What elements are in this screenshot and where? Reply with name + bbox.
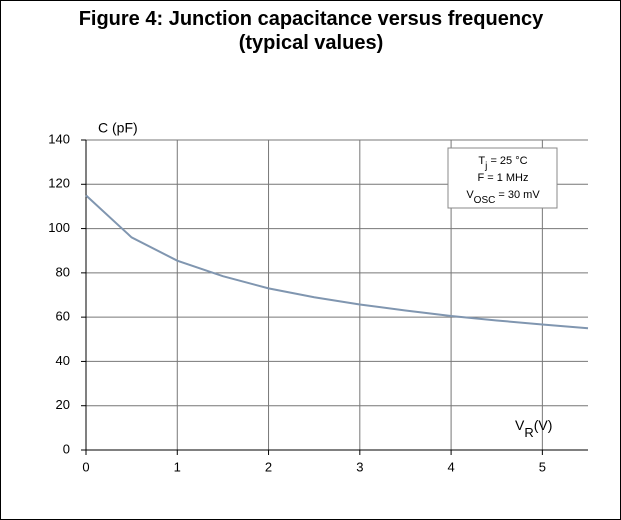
x-tick-label: 3 [356, 459, 363, 474]
y-tick-label: 100 [48, 220, 70, 235]
y-tick-label: 40 [56, 353, 70, 368]
y-tick-label: 80 [56, 264, 70, 279]
annotation-box [447, 147, 558, 209]
annotation-main: F = 1 MHz [477, 172, 528, 184]
x-tick-label: 5 [539, 459, 546, 474]
y-tick-label: 0 [63, 441, 70, 456]
annotation-sub: j [484, 161, 487, 172]
annotation-main: V [466, 189, 474, 201]
annotation: Tj = 25 °C [478, 155, 527, 172]
y-tick-label: 20 [56, 397, 70, 412]
annotation-sub: OSC [474, 195, 496, 206]
y-tick-label: 60 [56, 309, 70, 324]
chart-title: Figure 4: Junction capacitance versus fr… [78, 8, 544, 54]
annotation: VOSC = 30 mV [466, 189, 540, 206]
y-axis-label: C (pF) [98, 120, 138, 136]
data-line [85, 194, 589, 330]
x-tick-label: 1 [174, 459, 181, 474]
y-tick-label: 140 [48, 131, 70, 146]
x-axis-label: VR(V) [515, 417, 552, 440]
x-tick-label: 0 [82, 459, 89, 474]
annotation: F = 1 MHz [477, 172, 528, 184]
annotation-main: T [478, 155, 485, 167]
annotation-rest: = 25 °C [487, 155, 527, 167]
x-tick-label: 2 [265, 459, 272, 474]
x-axis-label-rest: (V) [534, 417, 553, 433]
annotation-rest: = 30 mV [495, 189, 540, 201]
x-axis-label-main: V [515, 417, 525, 433]
y-tick-label: 120 [48, 176, 70, 191]
x-axis-label-sub: R [524, 425, 533, 440]
x-tick-label: 4 [447, 459, 454, 474]
